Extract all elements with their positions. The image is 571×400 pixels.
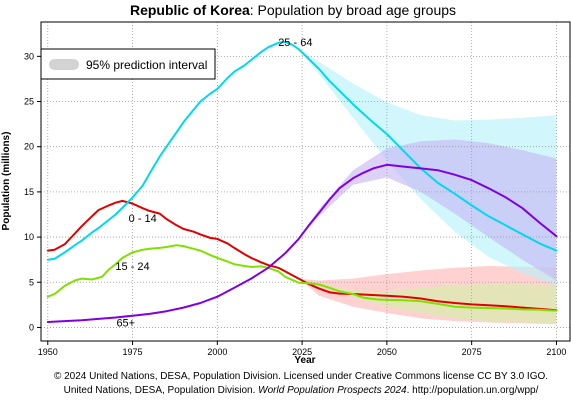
- y-axis-title: Population (millions): [1, 132, 12, 231]
- series-lines: [46, 40, 558, 323]
- y-tick-label: 25: [24, 97, 34, 107]
- x-tick-label: 2075: [462, 347, 482, 357]
- series-line-2: [46, 40, 558, 261]
- prediction-band-3: [298, 139, 557, 281]
- y-tick-label: 15: [24, 187, 34, 197]
- chart-title: Republic of Korea: Population by broad a…: [130, 2, 456, 18]
- y-tick-label: 20: [24, 142, 34, 152]
- legend-swatch: [49, 59, 79, 70]
- legend: 95% prediction interval: [40, 48, 216, 80]
- y-tick-label: 0: [29, 322, 34, 332]
- x-tick-label: 1975: [123, 347, 143, 357]
- y-tick-label: 10: [24, 232, 34, 242]
- x-tick-label: 2050: [377, 347, 397, 357]
- prediction-bands: [298, 49, 557, 325]
- series-label: 15 - 24: [115, 261, 149, 273]
- footer-source-title: World Population Prospects 2024: [258, 385, 407, 396]
- series-label: 25 - 64: [278, 37, 312, 49]
- footer-source: United Nations, DESA, Population Divisio…: [64, 385, 539, 396]
- footer-source-prefix: United Nations, DESA, Population Divisio…: [64, 385, 259, 396]
- footer-copyright: © 2024 United Nations, DESA, Population …: [54, 371, 548, 382]
- footer-source-url: . http://population.un.org/wpp/: [407, 385, 539, 396]
- y-tick-label: 5: [29, 277, 34, 287]
- x-tick-label: 2025: [292, 347, 312, 357]
- legend-label: 95% prediction interval: [86, 58, 207, 72]
- series-label: 65+: [116, 317, 135, 329]
- chart-title-rest: : Population by broad age groups: [250, 2, 456, 18]
- plot-border: [40, 21, 571, 342]
- plot-frame: [40, 21, 571, 342]
- series-labels: 25 - 64 0 - 14 15 - 24 65+: [115, 37, 312, 330]
- series-line-3: [46, 163, 558, 323]
- series-line-1: [46, 244, 558, 312]
- x-tick-label: 1950: [38, 347, 58, 357]
- chart-title-country: Republic of Korea: [130, 2, 250, 18]
- series-label: 0 - 14: [129, 213, 157, 225]
- x-axis-title: Year: [294, 355, 315, 366]
- y-tick-label: 30: [24, 51, 34, 61]
- x-tick-label: 2000: [207, 347, 227, 357]
- x-tick-label: 2100: [546, 347, 566, 357]
- series-line-0: [46, 199, 558, 312]
